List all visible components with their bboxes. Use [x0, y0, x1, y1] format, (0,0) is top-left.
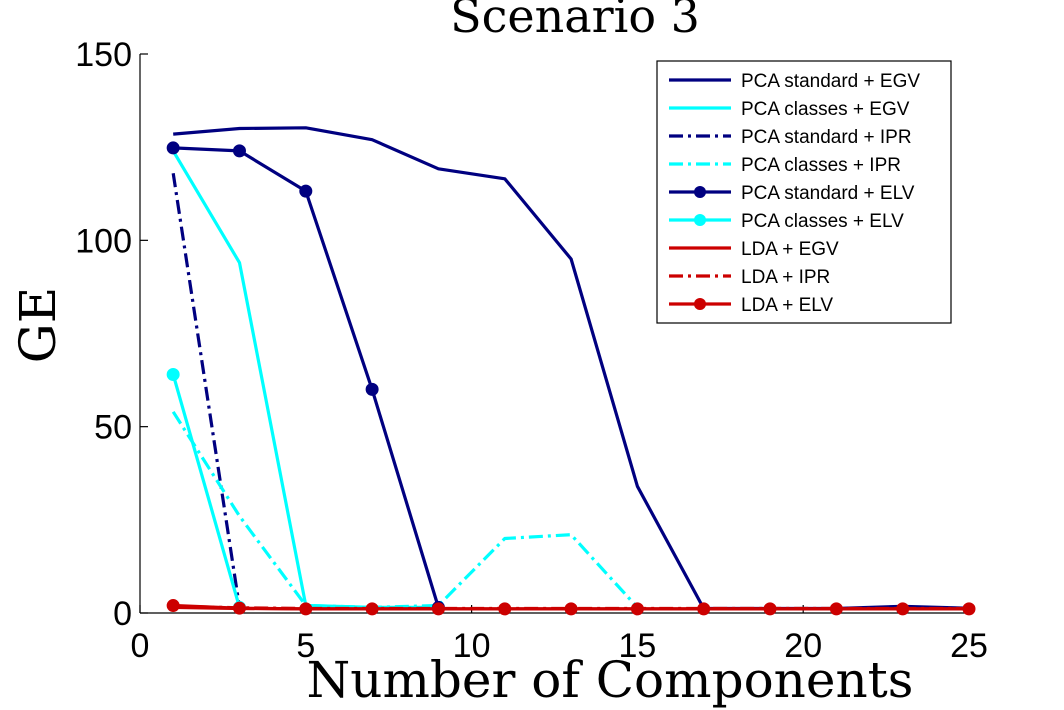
- series-line: [171, 173, 242, 608]
- series-line: [171, 150, 439, 610]
- legend-entry: LDA + ELV: [669, 295, 833, 316]
- data-point: [299, 602, 313, 616]
- data-point: [630, 602, 644, 616]
- legend-label: LDA + IPR: [741, 267, 830, 288]
- data-point: [564, 602, 578, 616]
- series-8: [166, 599, 976, 616]
- data-point: [232, 601, 246, 615]
- axes: 0 5 10 15 20 25 0 50 100 150: [75, 36, 988, 665]
- series-line: [171, 374, 242, 608]
- data-point: [365, 382, 379, 396]
- data-point: [498, 602, 512, 616]
- legend-label: PCA classes + IPR: [741, 155, 901, 176]
- chart-title: Scenario 3: [450, 0, 700, 43]
- legend-entry: PCA classes + IPR: [669, 155, 901, 176]
- data-point: [697, 602, 711, 616]
- legend: PCA standard + EGV PCA classes + EGV PCA s…: [656, 60, 952, 324]
- data-point: [896, 602, 910, 616]
- data-point: [232, 144, 246, 158]
- data-point: [962, 602, 976, 616]
- data-point: [431, 602, 445, 616]
- x-tick-label: 25: [950, 627, 988, 665]
- y-axis-title: GE: [9, 287, 67, 363]
- legend-entry: PCA standard + EGV: [669, 71, 920, 92]
- y-tick-label: 0: [113, 595, 132, 633]
- legend-label: PCA standard + EGV: [741, 71, 920, 92]
- data-point: [166, 367, 180, 381]
- y-tick-label: 150: [75, 36, 132, 74]
- series-2: [171, 173, 242, 608]
- legend-marker: [694, 214, 706, 226]
- legend-entry: PCA standard + ELV: [669, 183, 915, 204]
- legend-entry: PCA classes + EGV: [669, 99, 910, 120]
- y-tick-label: 100: [75, 222, 132, 260]
- legend-marker: [694, 298, 706, 310]
- x-axis-title: Number of Components: [307, 651, 914, 709]
- data-point: [166, 141, 180, 155]
- legend-entry: PCA standard + IPR: [669, 127, 912, 148]
- x-tick-label: 0: [131, 627, 150, 665]
- series-1: [171, 150, 439, 610]
- legend-entry: PCA classes + ELV: [669, 211, 904, 232]
- series-line: [171, 410, 639, 610]
- x-tick-label: 10: [453, 627, 491, 665]
- y-tick-label: 50: [94, 409, 132, 447]
- legend-marker: [694, 186, 706, 198]
- data-point: [166, 599, 180, 613]
- legend-label: PCA standard + IPR: [741, 127, 912, 148]
- legend-label: PCA classes + EGV: [741, 99, 910, 120]
- data-point: [365, 602, 379, 616]
- x-tick-label: 5: [296, 627, 315, 665]
- legend-label: LDA + ELV: [741, 295, 833, 316]
- data-point: [763, 602, 777, 616]
- x-tick-label: 20: [784, 627, 822, 665]
- legend-label: LDA + EGV: [741, 239, 839, 260]
- legend-label: PCA classes + ELV: [741, 211, 904, 232]
- series-layer: [166, 126, 976, 616]
- x-tick-label: 15: [618, 627, 656, 665]
- legend-entry: LDA + IPR: [669, 267, 830, 288]
- legend-entry: LDA + EGV: [669, 239, 839, 260]
- legend-label: PCA standard + ELV: [741, 183, 915, 204]
- data-point: [829, 602, 843, 616]
- series-3: [171, 410, 639, 610]
- data-point: [299, 184, 313, 198]
